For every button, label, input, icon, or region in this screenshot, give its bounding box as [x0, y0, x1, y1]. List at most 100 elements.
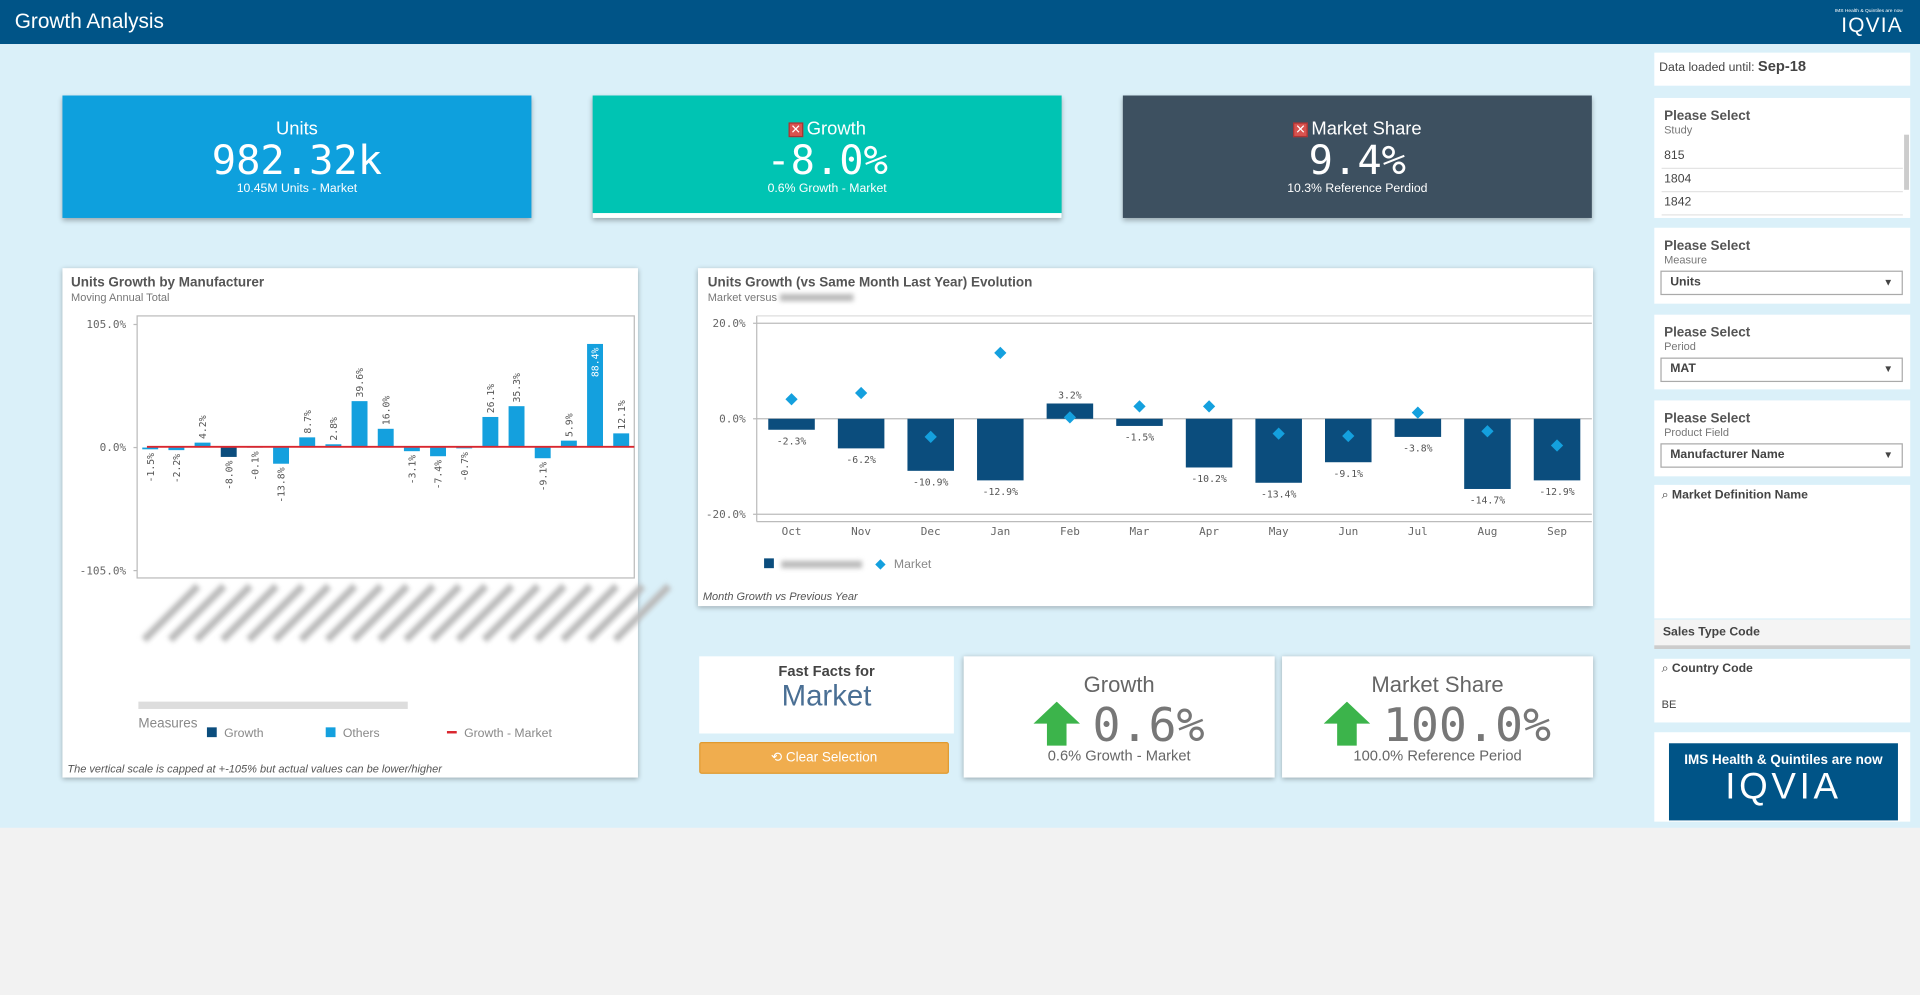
kpi-sub: 0.6% Growth - Market [767, 182, 887, 196]
kpi-label-row: ✕ Growth [593, 119, 1062, 140]
button-label: Clear Selection [785, 750, 878, 766]
study-filter: Please Select Study 815 1804 1842 [1654, 97, 1911, 218]
kpi-tile: ✕ Market Share 9.4% 10.3% Reference Perdi… [1122, 95, 1592, 218]
bar [351, 401, 368, 448]
blurred-label [612, 583, 672, 643]
clear-selection-button[interactable]: ⟲ Clear Selection [699, 742, 949, 774]
kpi-tile: Units 982.32k 10.45M Units - Market [62, 95, 532, 218]
option[interactable]: 1842 [1661, 192, 1903, 216]
data-label: -3.1% [408, 455, 419, 485]
data-label: -13.8% [277, 467, 288, 502]
banner-note: IMS Health & Quintiles are now [1684, 753, 1883, 768]
data-label: 8.7% [303, 410, 314, 434]
data-label: -1.5% [1125, 433, 1155, 444]
fast-facts-subject: Market [781, 679, 872, 713]
blurred-label [586, 583, 646, 643]
data-label: 5.9% [565, 413, 576, 437]
filter-title: Please Select [1664, 325, 1751, 341]
filter-subtitle: Period [1664, 340, 1696, 353]
fact-sub: 100.0% Reference Period [1353, 746, 1522, 765]
measure-filter: Please Select Measure Units [1654, 227, 1911, 304]
sales-type[interactable]: Sales Type Code [1654, 619, 1911, 649]
bar [907, 418, 954, 471]
x-tick-label: Nov [851, 525, 871, 538]
kpi-value: 982.32k [211, 135, 383, 184]
legend-swatch [206, 727, 217, 738]
legend-label: Others [342, 727, 380, 741]
dropdown[interactable]: MAT [1660, 357, 1903, 383]
bar [587, 343, 603, 448]
data-label: 12.1% [617, 400, 628, 430]
x-tick-label: Aug [1477, 525, 1497, 538]
scrollbar[interactable] [1904, 134, 1909, 190]
kpi-sub: 10.45M Units - Market [236, 182, 358, 196]
bar [613, 433, 630, 448]
legend-item: Growth - Market [446, 727, 552, 741]
data-label: 2.8% [329, 417, 340, 441]
legend-swatch [325, 727, 336, 738]
bar [194, 442, 211, 448]
chart-panel: Units Growth by Manufacturer Moving Annu… [62, 268, 638, 778]
blurred-label [481, 583, 541, 643]
legend-title: Measures [138, 716, 198, 732]
scrollbar[interactable] [138, 701, 408, 709]
kpi-tile: ✕ Growth -8.0% 0.6% Growth - Market [592, 95, 1062, 218]
data-label: -1.5% [146, 453, 157, 483]
legend-item: Market [875, 558, 932, 572]
bar [220, 447, 237, 457]
kpi-label: Units [276, 118, 318, 140]
banner-logo: IQVIA [1725, 766, 1842, 807]
bar [837, 418, 885, 449]
marker [1411, 406, 1424, 419]
data-label: -7.4% [434, 460, 445, 490]
chart-subtitle-row: Market versus [708, 291, 854, 304]
blurred-label [560, 583, 620, 643]
data-label: -6.2% [846, 455, 876, 466]
filter-subtitle: Product Field [1664, 426, 1730, 439]
field-label: Country Code [1671, 662, 1753, 676]
dropdown[interactable]: Units [1660, 270, 1903, 296]
redacted [781, 560, 863, 569]
data-loaded: Data loaded until: Sep-18 [1654, 52, 1911, 86]
bar [142, 447, 159, 450]
redacted [780, 293, 854, 302]
data-label: -12.9% [1539, 487, 1574, 498]
y-tick-label: 20.0% [713, 317, 747, 330]
fact-card: Market Share 100.0% 100.0% Reference Per… [1282, 656, 1594, 778]
marker [1202, 400, 1216, 413]
fact-card: Growth 0.6% 0.6% Growth - Market [963, 656, 1275, 778]
bar [768, 418, 815, 430]
option[interactable]: 815 [1661, 146, 1903, 169]
banner-box: IMS Health & Quintiles are now IQVIA [1654, 732, 1911, 822]
kpi-label: Market Share [1311, 118, 1422, 140]
country-filter[interactable]: ⌕ Country Code BE [1654, 658, 1911, 723]
option[interactable]: 1804 [1661, 169, 1903, 193]
filter-subtitle: Study [1664, 123, 1693, 136]
bar [273, 447, 290, 464]
data-label: 4.2% [198, 415, 209, 439]
data-label: -8.0% [224, 460, 235, 490]
search-icon: ⌕ [1661, 662, 1672, 676]
kpi-value: -8.0% [766, 135, 888, 184]
data-label: 3.2% [1058, 391, 1082, 402]
x-tick-label: Oct [782, 525, 802, 538]
blurred-label [246, 583, 306, 643]
legend-label: Market [893, 558, 932, 572]
legend-label: Growth [224, 727, 264, 741]
field-label: Sales Type Code [1662, 625, 1760, 640]
bar [325, 444, 342, 448]
filter-title: Please Select [1664, 238, 1751, 254]
x-tick-label: Jul [1408, 525, 1428, 538]
dropdown[interactable]: Manufacturer Name [1660, 443, 1903, 468]
bar [299, 437, 316, 448]
data-label: 16.0% [381, 396, 392, 426]
fact-label: Growth [1083, 672, 1155, 697]
x-tick-label: Dec [921, 525, 941, 538]
filter-subtitle: Measure [1664, 253, 1707, 266]
market-definition[interactable]: ⌕ Market Definition Name [1654, 484, 1911, 619]
data-loaded-value: Sep-18 [1757, 57, 1807, 75]
data-label: -0.7% [460, 452, 471, 482]
